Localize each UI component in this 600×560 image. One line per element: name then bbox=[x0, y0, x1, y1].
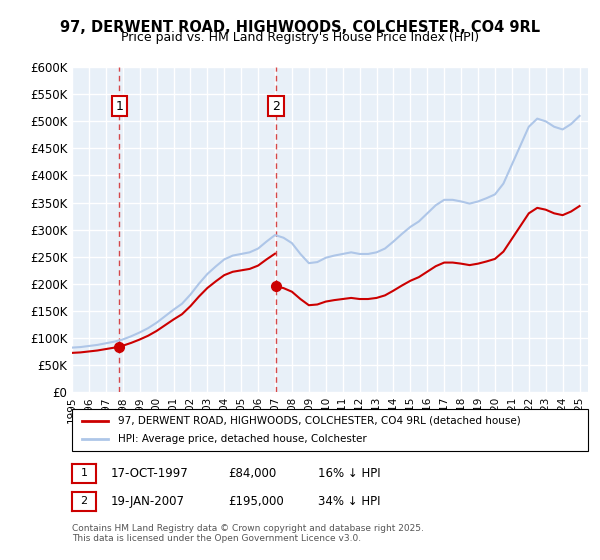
Text: £84,000: £84,000 bbox=[228, 466, 276, 480]
Text: 97, DERWENT ROAD, HIGHWOODS, COLCHESTER, CO4 9RL: 97, DERWENT ROAD, HIGHWOODS, COLCHESTER,… bbox=[60, 20, 540, 35]
Text: Contains HM Land Registry data © Crown copyright and database right 2025.
This d: Contains HM Land Registry data © Crown c… bbox=[72, 524, 424, 543]
Text: 2: 2 bbox=[80, 497, 88, 506]
FancyBboxPatch shape bbox=[72, 409, 588, 451]
Text: 2: 2 bbox=[272, 100, 280, 113]
Text: 34% ↓ HPI: 34% ↓ HPI bbox=[318, 494, 380, 508]
Text: 97, DERWENT ROAD, HIGHWOODS, COLCHESTER, CO4 9RL (detached house): 97, DERWENT ROAD, HIGHWOODS, COLCHESTER,… bbox=[118, 416, 521, 426]
Text: Price paid vs. HM Land Registry's House Price Index (HPI): Price paid vs. HM Land Registry's House … bbox=[121, 31, 479, 44]
Text: £195,000: £195,000 bbox=[228, 494, 284, 508]
Text: 17-OCT-1997: 17-OCT-1997 bbox=[111, 466, 189, 480]
Text: 19-JAN-2007: 19-JAN-2007 bbox=[111, 494, 185, 508]
Text: HPI: Average price, detached house, Colchester: HPI: Average price, detached house, Colc… bbox=[118, 434, 367, 444]
Text: 1: 1 bbox=[115, 100, 123, 113]
Text: 1: 1 bbox=[80, 469, 88, 478]
Text: 16% ↓ HPI: 16% ↓ HPI bbox=[318, 466, 380, 480]
